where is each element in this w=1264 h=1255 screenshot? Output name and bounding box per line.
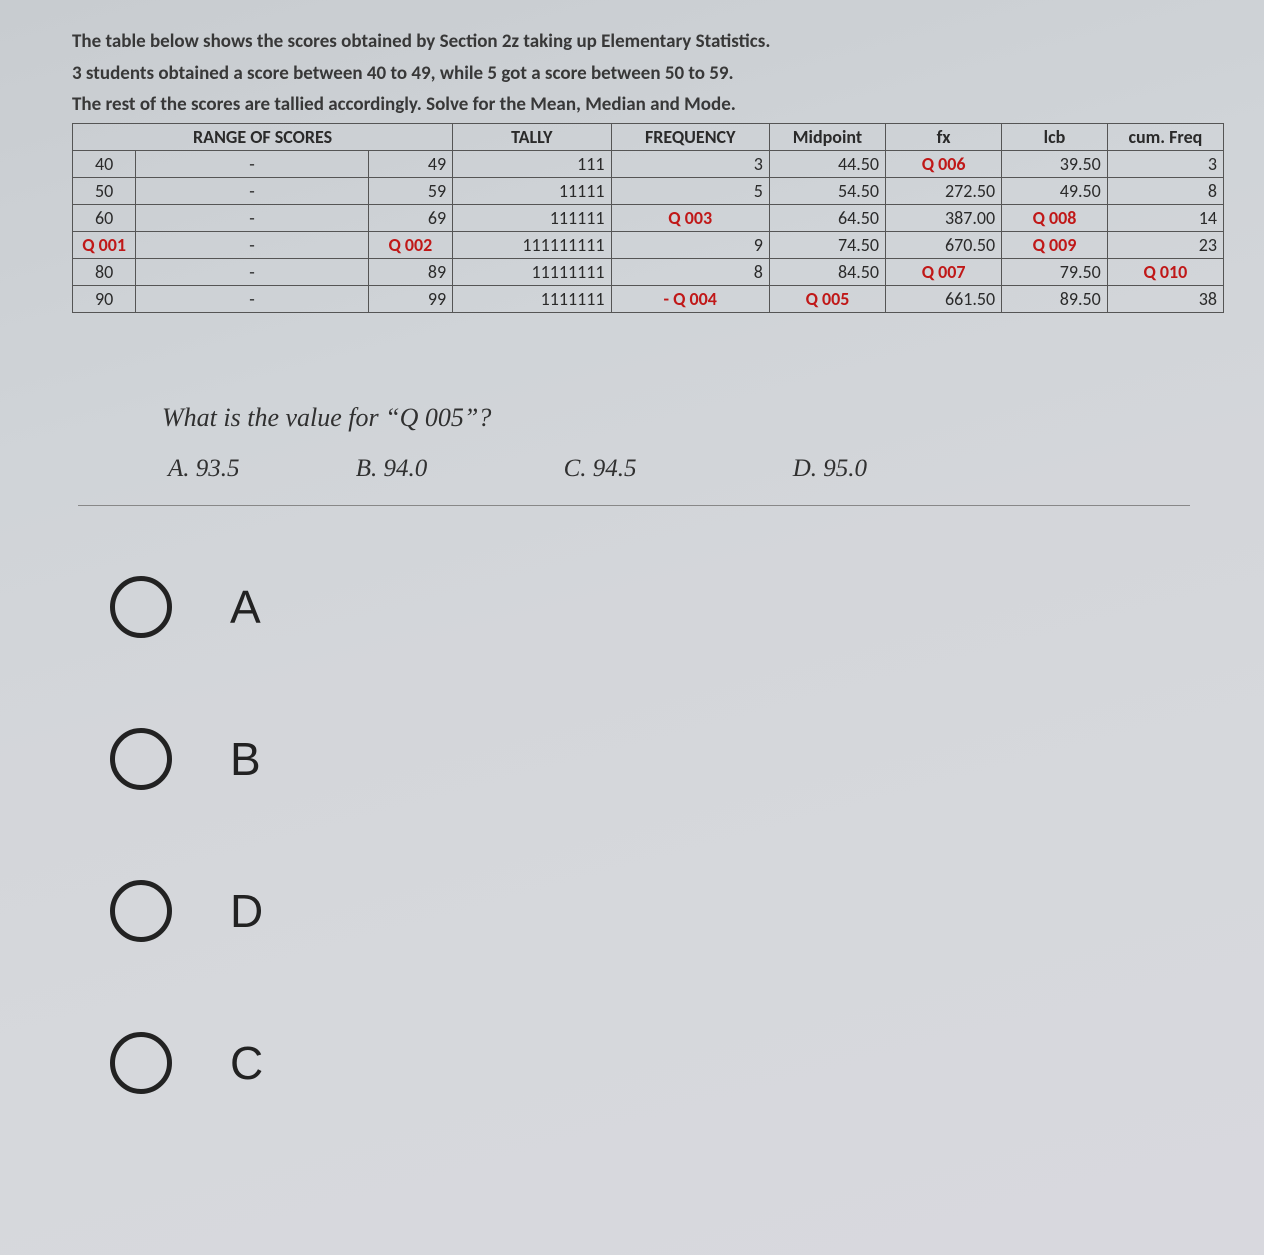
table-cell: 111111 <box>453 204 611 231</box>
intro-line-1: The table below shows the scores obtaine… <box>72 28 1224 56</box>
scores-table: RANGE OF SCORES TALLY FREQUENCY Midpoint… <box>72 123 1224 313</box>
table-cell: Q 006 <box>886 150 1002 177</box>
header-range: RANGE OF SCORES <box>73 123 453 150</box>
table-cell: 670.50 <box>886 231 1002 258</box>
table-cell: - <box>136 285 368 312</box>
header-tally: TALLY <box>453 123 611 150</box>
table-cell: 84.50 <box>769 258 885 285</box>
table-row: 60-69111111Q 00364.50387.00Q 00814 <box>73 204 1224 231</box>
table-cell: 74.50 <box>769 231 885 258</box>
header-cumfreq: cum. Freq <box>1107 123 1223 150</box>
table-cell: 59 <box>368 177 452 204</box>
radio-circle-icon <box>110 728 172 790</box>
radio-label-a: A <box>230 580 261 634</box>
header-fx: fx <box>886 123 1002 150</box>
table-cell: 9 <box>611 231 769 258</box>
inline-option-a: A. 93.5 <box>168 455 240 483</box>
table-cell: 111111111 <box>453 231 611 258</box>
table-row: 90-991111111- Q 004Q 005661.5089.5038 <box>73 285 1224 312</box>
table-cell: 111 <box>453 150 611 177</box>
intro-line-3: The rest of the scores are tallied accor… <box>72 91 1224 119</box>
inline-option-c: C. 94.5 <box>564 455 637 483</box>
radio-label-b: B <box>230 732 261 786</box>
table-cell: 8 <box>1107 177 1223 204</box>
question-text: What is the value for “Q 005”? <box>162 403 1224 433</box>
table-cell: Q 002 <box>368 231 452 258</box>
table-cell: 49 <box>368 150 452 177</box>
table-cell: 3 <box>1107 150 1223 177</box>
radio-label-d: D <box>230 884 263 938</box>
table-cell: Q 001 <box>73 231 136 258</box>
table-cell: 60 <box>73 204 136 231</box>
table-cell: 40 <box>73 150 136 177</box>
table-cell: 1111111 <box>453 285 611 312</box>
table-row: 50-5911111554.50272.5049.508 <box>73 177 1224 204</box>
table-cell: 38 <box>1107 285 1223 312</box>
table-cell: Q 007 <box>886 258 1002 285</box>
table-cell: Q 003 <box>611 204 769 231</box>
table-cell: 661.50 <box>886 285 1002 312</box>
intro-line-2: 3 students obtained a score between 40 t… <box>72 60 1224 88</box>
table-cell: Q 008 <box>1002 204 1108 231</box>
table-cell: 89.50 <box>1002 285 1108 312</box>
table-cell: 14 <box>1107 204 1223 231</box>
table-cell: 80 <box>73 258 136 285</box>
table-row: 80-8911111111884.50Q 00779.50Q 010 <box>73 258 1224 285</box>
table-cell: 90 <box>73 285 136 312</box>
table-cell: 39.50 <box>1002 150 1108 177</box>
radio-option-d[interactable]: D <box>110 880 1224 942</box>
radio-circle-icon <box>110 576 172 638</box>
table-cell: 44.50 <box>769 150 885 177</box>
header-lcb: lcb <box>1002 123 1108 150</box>
divider <box>78 505 1190 506</box>
table-row: 40-49111344.50Q 00639.503 <box>73 150 1224 177</box>
table-cell: 8 <box>611 258 769 285</box>
table-cell: 50 <box>73 177 136 204</box>
table-cell: 89 <box>368 258 452 285</box>
table-cell: 64.50 <box>769 204 885 231</box>
table-cell: 49.50 <box>1002 177 1108 204</box>
radio-option-a[interactable]: A <box>110 576 1224 638</box>
table-cell: - <box>136 231 368 258</box>
table-cell: 5 <box>611 177 769 204</box>
radio-label-c: C <box>230 1036 263 1090</box>
table-cell: 272.50 <box>886 177 1002 204</box>
table-cell: 54.50 <box>769 177 885 204</box>
table-cell: 99 <box>368 285 452 312</box>
table-cell: - <box>136 150 368 177</box>
table-cell: - <box>136 177 368 204</box>
table-cell: - <box>136 204 368 231</box>
header-frequency: FREQUENCY <box>611 123 769 150</box>
table-cell: - Q 004 <box>611 285 769 312</box>
table-cell: Q 010 <box>1107 258 1223 285</box>
radio-circle-icon <box>110 1032 172 1094</box>
table-cell: Q 009 <box>1002 231 1108 258</box>
table-cell: 79.50 <box>1002 258 1108 285</box>
table-row: Q 001-Q 002111111111974.50670.50Q 00923 <box>73 231 1224 258</box>
header-midpoint: Midpoint <box>769 123 885 150</box>
inline-option-d: D. 95.0 <box>793 455 867 483</box>
radio-option-c[interactable]: C <box>110 1032 1224 1094</box>
table-cell: 11111 <box>453 177 611 204</box>
table-cell: 11111111 <box>453 258 611 285</box>
table-cell: - <box>136 258 368 285</box>
inline-options: A. 93.5 B. 94.0 C. 94.5 D. 95.0 <box>162 455 1224 483</box>
table-cell: 387.00 <box>886 204 1002 231</box>
table-cell: 23 <box>1107 231 1223 258</box>
table-cell: 69 <box>368 204 452 231</box>
radio-circle-icon <box>110 880 172 942</box>
radio-option-b[interactable]: B <box>110 728 1224 790</box>
table-cell: Q 005 <box>769 285 885 312</box>
inline-option-b: B. 94.0 <box>356 455 428 483</box>
table-cell: 3 <box>611 150 769 177</box>
